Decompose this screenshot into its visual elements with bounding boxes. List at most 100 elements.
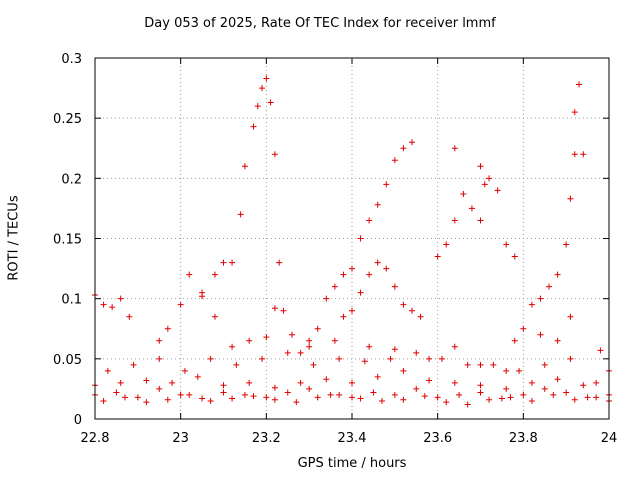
data-point (241, 163, 248, 170)
data-point (511, 253, 518, 260)
data-point (366, 217, 373, 224)
data-point (229, 343, 236, 350)
data-point (220, 382, 227, 389)
data-point (314, 325, 321, 332)
data-point (237, 211, 244, 218)
data-point (477, 382, 484, 389)
data-point (314, 394, 321, 401)
data-point (554, 337, 561, 344)
x-tick-label: 23.8 (509, 431, 538, 446)
data-point (486, 175, 493, 182)
data-point (520, 325, 527, 332)
data-point (327, 391, 334, 398)
data-point (306, 343, 313, 350)
data-point (310, 361, 317, 368)
data-point (456, 391, 463, 398)
data-point (400, 396, 407, 403)
y-tick-label: 0.3 (61, 52, 82, 67)
data-point (164, 396, 171, 403)
data-point (331, 337, 338, 344)
data-point (199, 293, 206, 300)
data-point (186, 391, 193, 398)
data-point (357, 289, 364, 296)
data-point (434, 253, 441, 260)
data-point (391, 391, 398, 398)
data-point (408, 139, 415, 146)
data-point (246, 379, 253, 386)
data-point (477, 217, 484, 224)
data-point (177, 391, 184, 398)
data-point (241, 391, 248, 398)
data-point (537, 331, 544, 338)
tick-marks (94, 57, 610, 420)
x-tick-label: 23.6 (423, 431, 452, 446)
data-point (361, 358, 368, 365)
data-point (511, 337, 518, 344)
data-point (254, 103, 261, 110)
data-point (323, 295, 330, 302)
data-point (498, 395, 505, 402)
data-point (306, 385, 313, 392)
data-point (130, 361, 137, 368)
data-point (100, 397, 107, 404)
data-point (528, 301, 535, 308)
data-point (383, 181, 390, 188)
data-point (263, 334, 270, 341)
data-point (181, 367, 188, 374)
data-point (177, 301, 184, 308)
x-tick-label: 22.8 (81, 431, 110, 446)
data-point (366, 271, 373, 278)
data-point (134, 394, 141, 401)
data-point (503, 241, 510, 248)
data-point (481, 181, 488, 188)
data-point (156, 337, 163, 344)
data-point (233, 361, 240, 368)
data-point (400, 367, 407, 374)
data-point (438, 355, 445, 362)
data-point (297, 379, 304, 386)
data-point (271, 305, 278, 312)
data-point (186, 271, 193, 278)
data-point (143, 377, 150, 384)
x-tick-label: 24 (601, 431, 618, 446)
data-point (357, 395, 364, 402)
data-point (426, 377, 433, 384)
data-point (413, 385, 420, 392)
y-tick-labels: 0 0.05 0.1 0.15 0.2 0.25 0.3 (53, 52, 82, 428)
data-point (546, 283, 553, 290)
data-point (207, 355, 214, 362)
data-point (378, 397, 385, 404)
data-point (464, 361, 471, 368)
data-point (597, 347, 604, 354)
data-point (451, 343, 458, 350)
data-point (306, 337, 313, 344)
data-point (374, 201, 381, 208)
data-point (434, 394, 441, 401)
data-point (567, 313, 574, 320)
data-point (104, 367, 111, 374)
data-point (194, 373, 201, 380)
data-point (263, 394, 270, 401)
data-point (370, 389, 377, 396)
data-point (263, 75, 270, 82)
data-point (336, 355, 343, 362)
data-point (567, 355, 574, 362)
data-point (250, 393, 257, 400)
data-point (374, 259, 381, 266)
data-point (391, 283, 398, 290)
data-point (451, 217, 458, 224)
data-point (349, 265, 355, 272)
data-point (576, 81, 583, 88)
data-point (593, 394, 600, 401)
data-point (169, 379, 176, 386)
data-point (451, 379, 458, 386)
data-point (156, 355, 163, 362)
data-point (349, 394, 355, 401)
data-point (477, 389, 484, 396)
data-point (503, 385, 510, 392)
data-point (250, 123, 257, 130)
data-point (349, 307, 355, 314)
data-point (271, 396, 278, 403)
data-point (340, 313, 347, 320)
